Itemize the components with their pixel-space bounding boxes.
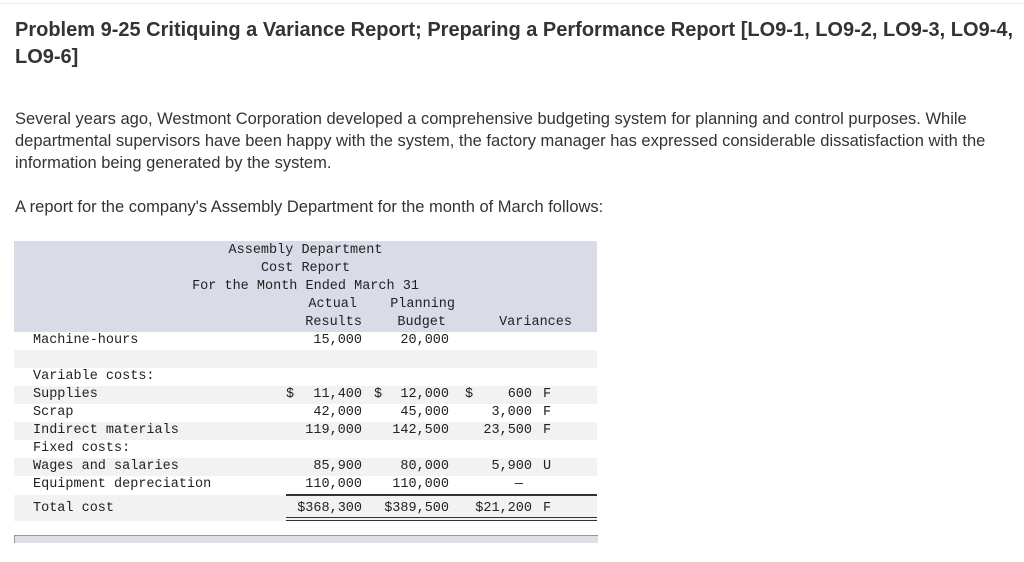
row-label: Fixed costs: [33,441,131,456]
variance-flag: U [543,459,552,474]
intro-paragraph: Several years ago, Westmont Corporation … [15,110,986,172]
col-variances: Variances [499,315,572,330]
report-header: Assembly Department Cost Report For the … [14,241,597,332]
top-divider [0,3,1024,4]
budget-value: $389,500 [384,501,449,516]
report-dept: Assembly Department [228,243,383,258]
actual-value: 119,000 [305,423,362,438]
table-scrollbar[interactable] [14,535,598,543]
budget-value: 142,500 [392,423,449,438]
table-row: Supplies $ 11,400 $ 12,000 $ 600 F [14,386,597,404]
col-budget-1: Planning [390,297,455,312]
page-title: Problem 9-25 Critiquing a Variance Repor… [15,19,1014,68]
variance-flag: F [543,501,552,516]
row-label: Equipment depreciation [33,477,212,492]
table-row: Equipment depreciation 110,000 110,000 — [14,476,597,495]
col-budget-2: Budget [397,315,446,330]
budget-value: 80,000 [400,459,449,474]
actual-value: 15,000 [313,333,362,348]
blank-row [14,350,597,368]
budget-value: 110,000 [392,477,449,492]
variance-value: 600 [507,387,532,402]
variable-costs-heading: Variable costs: [14,368,597,386]
row-label: Supplies [33,387,98,402]
variance-flag: F [543,423,552,438]
variance-value: $21,200 [475,501,532,516]
total-row: Total cost $368,300 $389,500 $21,200 F [14,494,597,521]
machine-hours-row: Machine-hours 15,000 20,000 [14,332,597,350]
actual-value: 42,000 [313,405,362,420]
dollar-sign: $ [286,387,295,402]
table-row: Scrap 42,000 45,000 3,000 F [14,404,597,422]
report-intro: A report for the company's Assembly Depa… [15,198,604,216]
row-label: Scrap [33,405,74,420]
total-double-underline [286,517,597,521]
subtotal-underline [286,494,597,496]
actual-value: 110,000 [305,477,362,492]
actual-value: $368,300 [297,501,362,516]
table-row: Indirect materials 119,000 142,500 23,50… [14,422,597,440]
row-label: Total cost [33,501,115,516]
actual-value: 85,900 [313,459,362,474]
variance-value: — [514,477,523,492]
budget-value: 45,000 [400,405,449,420]
col-actual-1: Actual [308,297,357,312]
table-row: Wages and salaries 85,900 80,000 5,900 U [14,458,597,476]
dollar-sign: $ [465,387,474,402]
variance-value: 23,500 [483,423,532,438]
report-name: Cost Report [260,261,351,276]
col-actual-2: Results [305,315,362,330]
variance-flag: F [543,387,552,402]
report-period: For the Month Ended March 31 [192,279,419,294]
row-label: Variable costs: [33,369,155,384]
row-label: Wages and salaries [33,459,179,474]
cost-report-table: Assembly Department Cost Report For the … [14,241,597,521]
row-label: Machine-hours [33,333,139,348]
budget-value: 20,000 [400,333,449,348]
row-label: Indirect materials [33,423,179,438]
fixed-costs-heading: Fixed costs: [14,440,597,458]
dollar-sign: $ [374,387,383,402]
variance-value: 5,900 [491,459,532,474]
variance-flag: F [543,405,552,420]
actual-value: 11,400 [313,387,362,402]
budget-value: 12,000 [400,387,449,402]
variance-value: 3,000 [491,405,532,420]
